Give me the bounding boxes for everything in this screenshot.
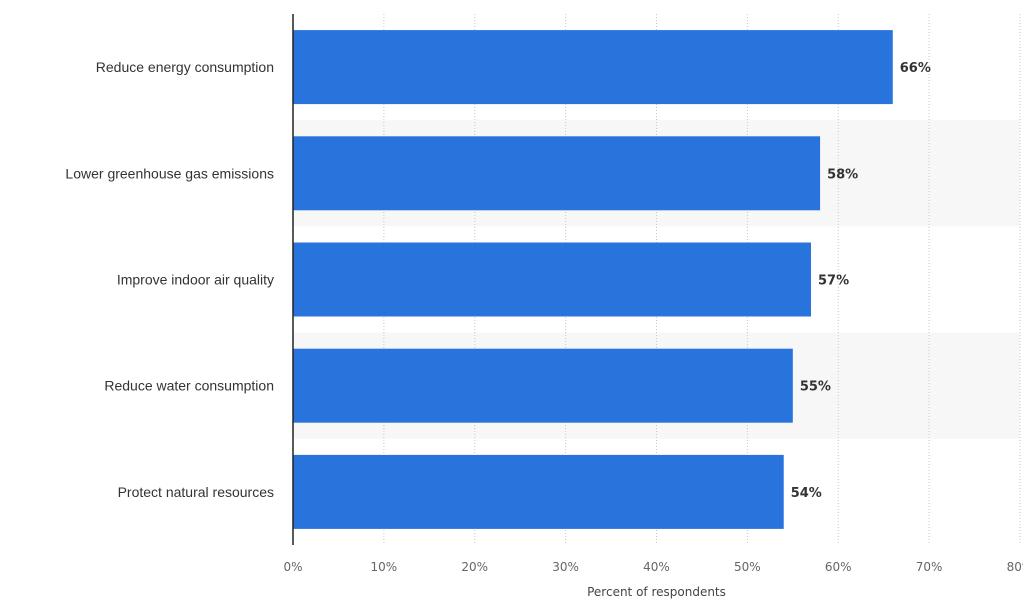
category-label: Protect natural resources [118, 484, 274, 500]
bar [293, 136, 821, 211]
value-labels: 66% 58% 57% 55% 54% [791, 61, 931, 501]
bar [293, 454, 784, 529]
x-tick-labels: 0% 10% 20% 30% 40% 50% 60% 70% 80% [283, 560, 1023, 574]
category-label: Lower greenhouse gas emissions [65, 165, 274, 181]
x-tick-label: 80% [1007, 560, 1023, 574]
x-tick-label: 20% [461, 560, 488, 574]
x-axis-title: Percent of respondents [587, 585, 726, 599]
category-label: Reduce energy consumption [96, 59, 274, 75]
value-label: 58% [827, 167, 858, 182]
value-label: 54% [791, 486, 822, 501]
x-tick-label: 40% [643, 560, 670, 574]
x-tick-label: 50% [734, 560, 761, 574]
category-labels: Reduce energy consumption Lower greenhous… [65, 59, 274, 500]
value-label: 66% [900, 61, 931, 76]
bar [293, 30, 893, 105]
x-tick-label: 0% [283, 560, 302, 574]
x-tick-label: 70% [916, 560, 943, 574]
x-tick-label: 60% [825, 560, 852, 574]
bars [293, 30, 893, 529]
bar [293, 348, 793, 423]
bar [293, 242, 811, 317]
x-tick-label: 30% [552, 560, 579, 574]
category-label: Reduce water consumption [104, 378, 274, 394]
x-tick-label: 10% [371, 560, 398, 574]
value-label: 57% [818, 274, 849, 289]
category-label: Improve indoor air quality [117, 272, 274, 288]
value-label: 55% [800, 380, 831, 395]
